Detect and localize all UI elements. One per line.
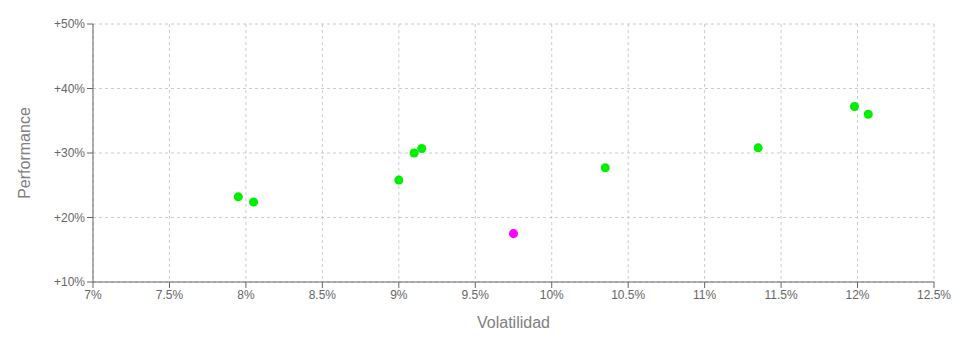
svg-text:8.5%: 8.5%	[309, 288, 337, 302]
svg-text:Performance: Performance	[16, 107, 33, 199]
svg-text:+20%: +20%	[54, 211, 85, 225]
svg-text:7%: 7%	[84, 288, 102, 302]
svg-text:+10%: +10%	[54, 275, 85, 289]
svg-text:9%: 9%	[390, 288, 408, 302]
svg-text:7.5%: 7.5%	[156, 288, 184, 302]
svg-text:11.5%: 11.5%	[765, 288, 798, 302]
svg-text:+50%: +50%	[54, 17, 85, 31]
svg-text:9.5%: 9.5%	[462, 288, 490, 302]
svg-text:12.5%: 12.5%	[917, 288, 951, 302]
svg-text:Volatilidad: Volatilidad	[477, 314, 550, 331]
svg-text:+40%: +40%	[54, 82, 85, 96]
svg-text:10%: 10%	[540, 288, 564, 302]
svg-text:12%: 12%	[846, 288, 870, 302]
svg-text:8%: 8%	[237, 288, 255, 302]
svg-text:11%: 11%	[693, 288, 716, 302]
svg-text:10.5%: 10.5%	[611, 288, 645, 302]
svg-text:+30%: +30%	[54, 146, 85, 160]
